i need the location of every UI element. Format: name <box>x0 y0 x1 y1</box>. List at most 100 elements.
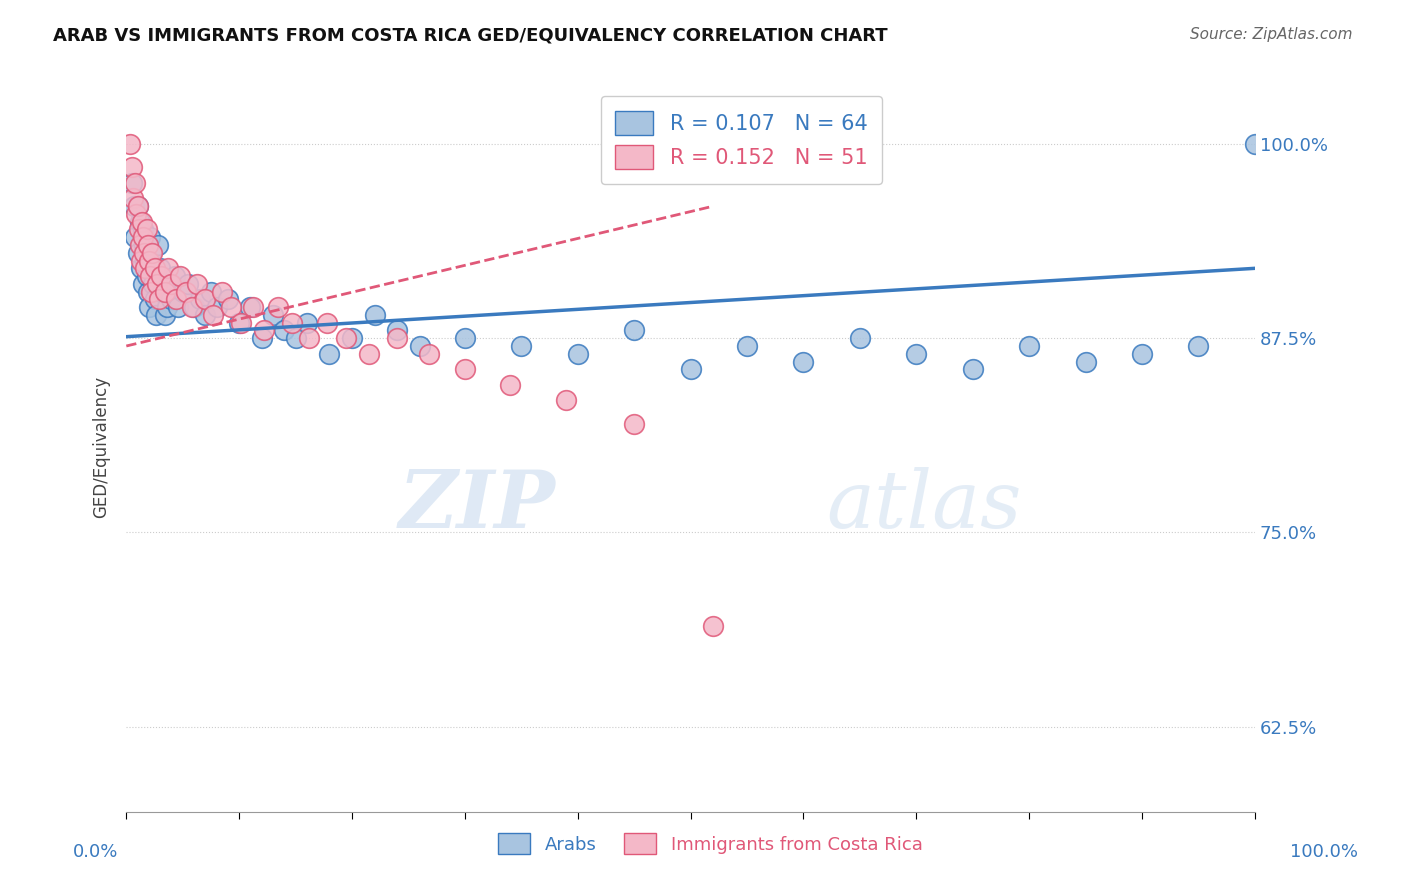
Point <box>138 300 160 314</box>
Point <box>266 300 288 314</box>
Point <box>160 293 183 307</box>
Point <box>183 300 205 314</box>
Point <box>172 285 194 299</box>
Point <box>132 230 155 244</box>
Point <box>357 347 380 361</box>
Point <box>121 176 143 190</box>
Point <box>962 362 984 376</box>
Text: atlas: atlas <box>825 467 1021 544</box>
Point <box>418 347 440 361</box>
Point <box>127 199 149 213</box>
Text: ARAB VS IMMIGRANTS FROM COSTA RICA GED/EQUIVALENCY CORRELATION CHART: ARAB VS IMMIGRANTS FROM COSTA RICA GED/E… <box>53 27 889 45</box>
Point <box>128 238 150 252</box>
Point <box>156 300 179 314</box>
Point <box>567 347 589 361</box>
Point <box>228 316 250 330</box>
Point <box>735 339 758 353</box>
Point <box>262 308 284 322</box>
Point <box>169 269 191 284</box>
Text: ZIP: ZIP <box>398 467 555 544</box>
Point <box>905 347 928 361</box>
Point <box>318 347 340 361</box>
Point <box>340 331 363 345</box>
Point <box>679 362 702 376</box>
Point <box>335 331 357 345</box>
Point <box>186 277 208 291</box>
Point <box>135 222 157 236</box>
Point <box>316 316 339 330</box>
Point <box>127 199 149 213</box>
Point <box>149 261 172 276</box>
Point <box>141 245 163 260</box>
Point <box>167 300 190 314</box>
Legend: Arabs, Immigrants from Costa Rica: Arabs, Immigrants from Costa Rica <box>489 824 931 863</box>
Point <box>1244 136 1267 151</box>
Point <box>188 293 211 307</box>
Point <box>132 222 155 236</box>
Point <box>510 339 533 353</box>
Point <box>1074 354 1097 368</box>
Point <box>143 261 166 276</box>
Point <box>792 354 814 368</box>
Point <box>131 215 153 229</box>
Point <box>148 293 170 307</box>
Point <box>122 199 145 213</box>
Point <box>1130 347 1153 361</box>
Point <box>134 261 156 276</box>
Point <box>623 323 645 337</box>
Point <box>135 269 157 284</box>
Point <box>129 253 152 268</box>
Point <box>202 308 225 322</box>
Point <box>163 269 186 284</box>
Point <box>134 238 156 252</box>
Point <box>623 417 645 431</box>
Point <box>409 339 432 353</box>
Point <box>231 316 253 330</box>
Point <box>295 316 318 330</box>
Point <box>124 176 146 190</box>
Point <box>128 222 150 236</box>
Point <box>153 285 176 299</box>
Point <box>849 331 872 345</box>
Point <box>139 245 162 260</box>
Point <box>219 300 242 314</box>
Point <box>136 238 159 252</box>
Point <box>143 293 166 307</box>
Point <box>150 269 173 284</box>
Point <box>363 308 385 322</box>
Point <box>205 300 228 314</box>
Point <box>139 269 162 284</box>
Point <box>160 277 183 291</box>
Point <box>165 293 187 307</box>
Point <box>177 277 200 291</box>
Point <box>139 230 162 244</box>
Point <box>250 331 273 345</box>
Point <box>174 285 197 299</box>
Point <box>555 393 578 408</box>
Point <box>242 300 264 314</box>
Point <box>385 331 408 345</box>
Point <box>194 293 217 307</box>
Point <box>194 308 217 322</box>
Point <box>129 261 152 276</box>
Point <box>122 191 145 205</box>
Point <box>138 253 160 268</box>
Point <box>141 261 163 276</box>
Point <box>134 245 156 260</box>
Point <box>146 277 169 291</box>
Point <box>180 300 202 314</box>
Point <box>127 245 149 260</box>
Point <box>145 308 167 322</box>
Point <box>454 331 477 345</box>
Point <box>157 261 180 276</box>
Text: Source: ZipAtlas.com: Source: ZipAtlas.com <box>1189 27 1353 42</box>
Point <box>200 285 222 299</box>
Point <box>273 323 295 337</box>
Point <box>499 377 522 392</box>
Point <box>239 300 262 314</box>
Point <box>1187 339 1209 353</box>
Text: 100.0%: 100.0% <box>1291 843 1358 861</box>
Point <box>136 285 159 299</box>
Point <box>157 277 180 291</box>
Point <box>217 293 239 307</box>
